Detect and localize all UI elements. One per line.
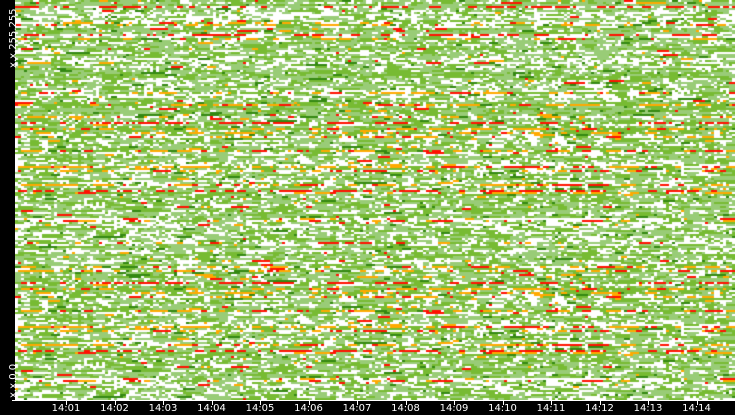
x-tick-label: 14:11 bbox=[536, 403, 566, 414]
x-tick bbox=[696, 400, 698, 405]
x-tick bbox=[357, 400, 358, 405]
x-tick bbox=[114, 400, 116, 405]
x-tick bbox=[405, 400, 407, 405]
x-tick-label: 14:07 bbox=[342, 403, 372, 414]
x-tick-label: 14:05 bbox=[245, 403, 275, 414]
x-tick bbox=[599, 400, 601, 405]
x-tick-label: 14:01 bbox=[51, 403, 81, 414]
heatmap-canvas[interactable] bbox=[15, 0, 735, 400]
x-tick bbox=[454, 400, 455, 405]
x-tick-label: 14:06 bbox=[294, 403, 323, 414]
x-tick-label: 14:14 bbox=[682, 403, 711, 414]
x-tick-label: 14:03 bbox=[148, 403, 178, 414]
x-tick-label: 14:04 bbox=[197, 403, 226, 414]
x-tick bbox=[308, 400, 310, 405]
x-tick bbox=[648, 400, 649, 405]
x-tick-label: 14:08 bbox=[391, 403, 420, 414]
x-tick bbox=[211, 400, 213, 405]
y-label-bottom: x.x.0.0 bbox=[8, 363, 19, 398]
x-tick-label: 14:10 bbox=[488, 403, 517, 414]
x-axis-line bbox=[12, 400, 735, 401]
y-label-top: x.x.255.255 bbox=[8, 8, 19, 68]
x-tick bbox=[551, 400, 552, 405]
x-tick-label: 14:02 bbox=[100, 403, 129, 414]
x-tick bbox=[502, 400, 504, 405]
x-tick-label: 14:12 bbox=[585, 403, 614, 414]
x-tick bbox=[66, 400, 67, 405]
x-tick bbox=[260, 400, 261, 405]
x-tick-label: 14:13 bbox=[633, 403, 663, 414]
x-tick-label: 14:09 bbox=[439, 403, 469, 414]
x-tick bbox=[163, 400, 164, 405]
